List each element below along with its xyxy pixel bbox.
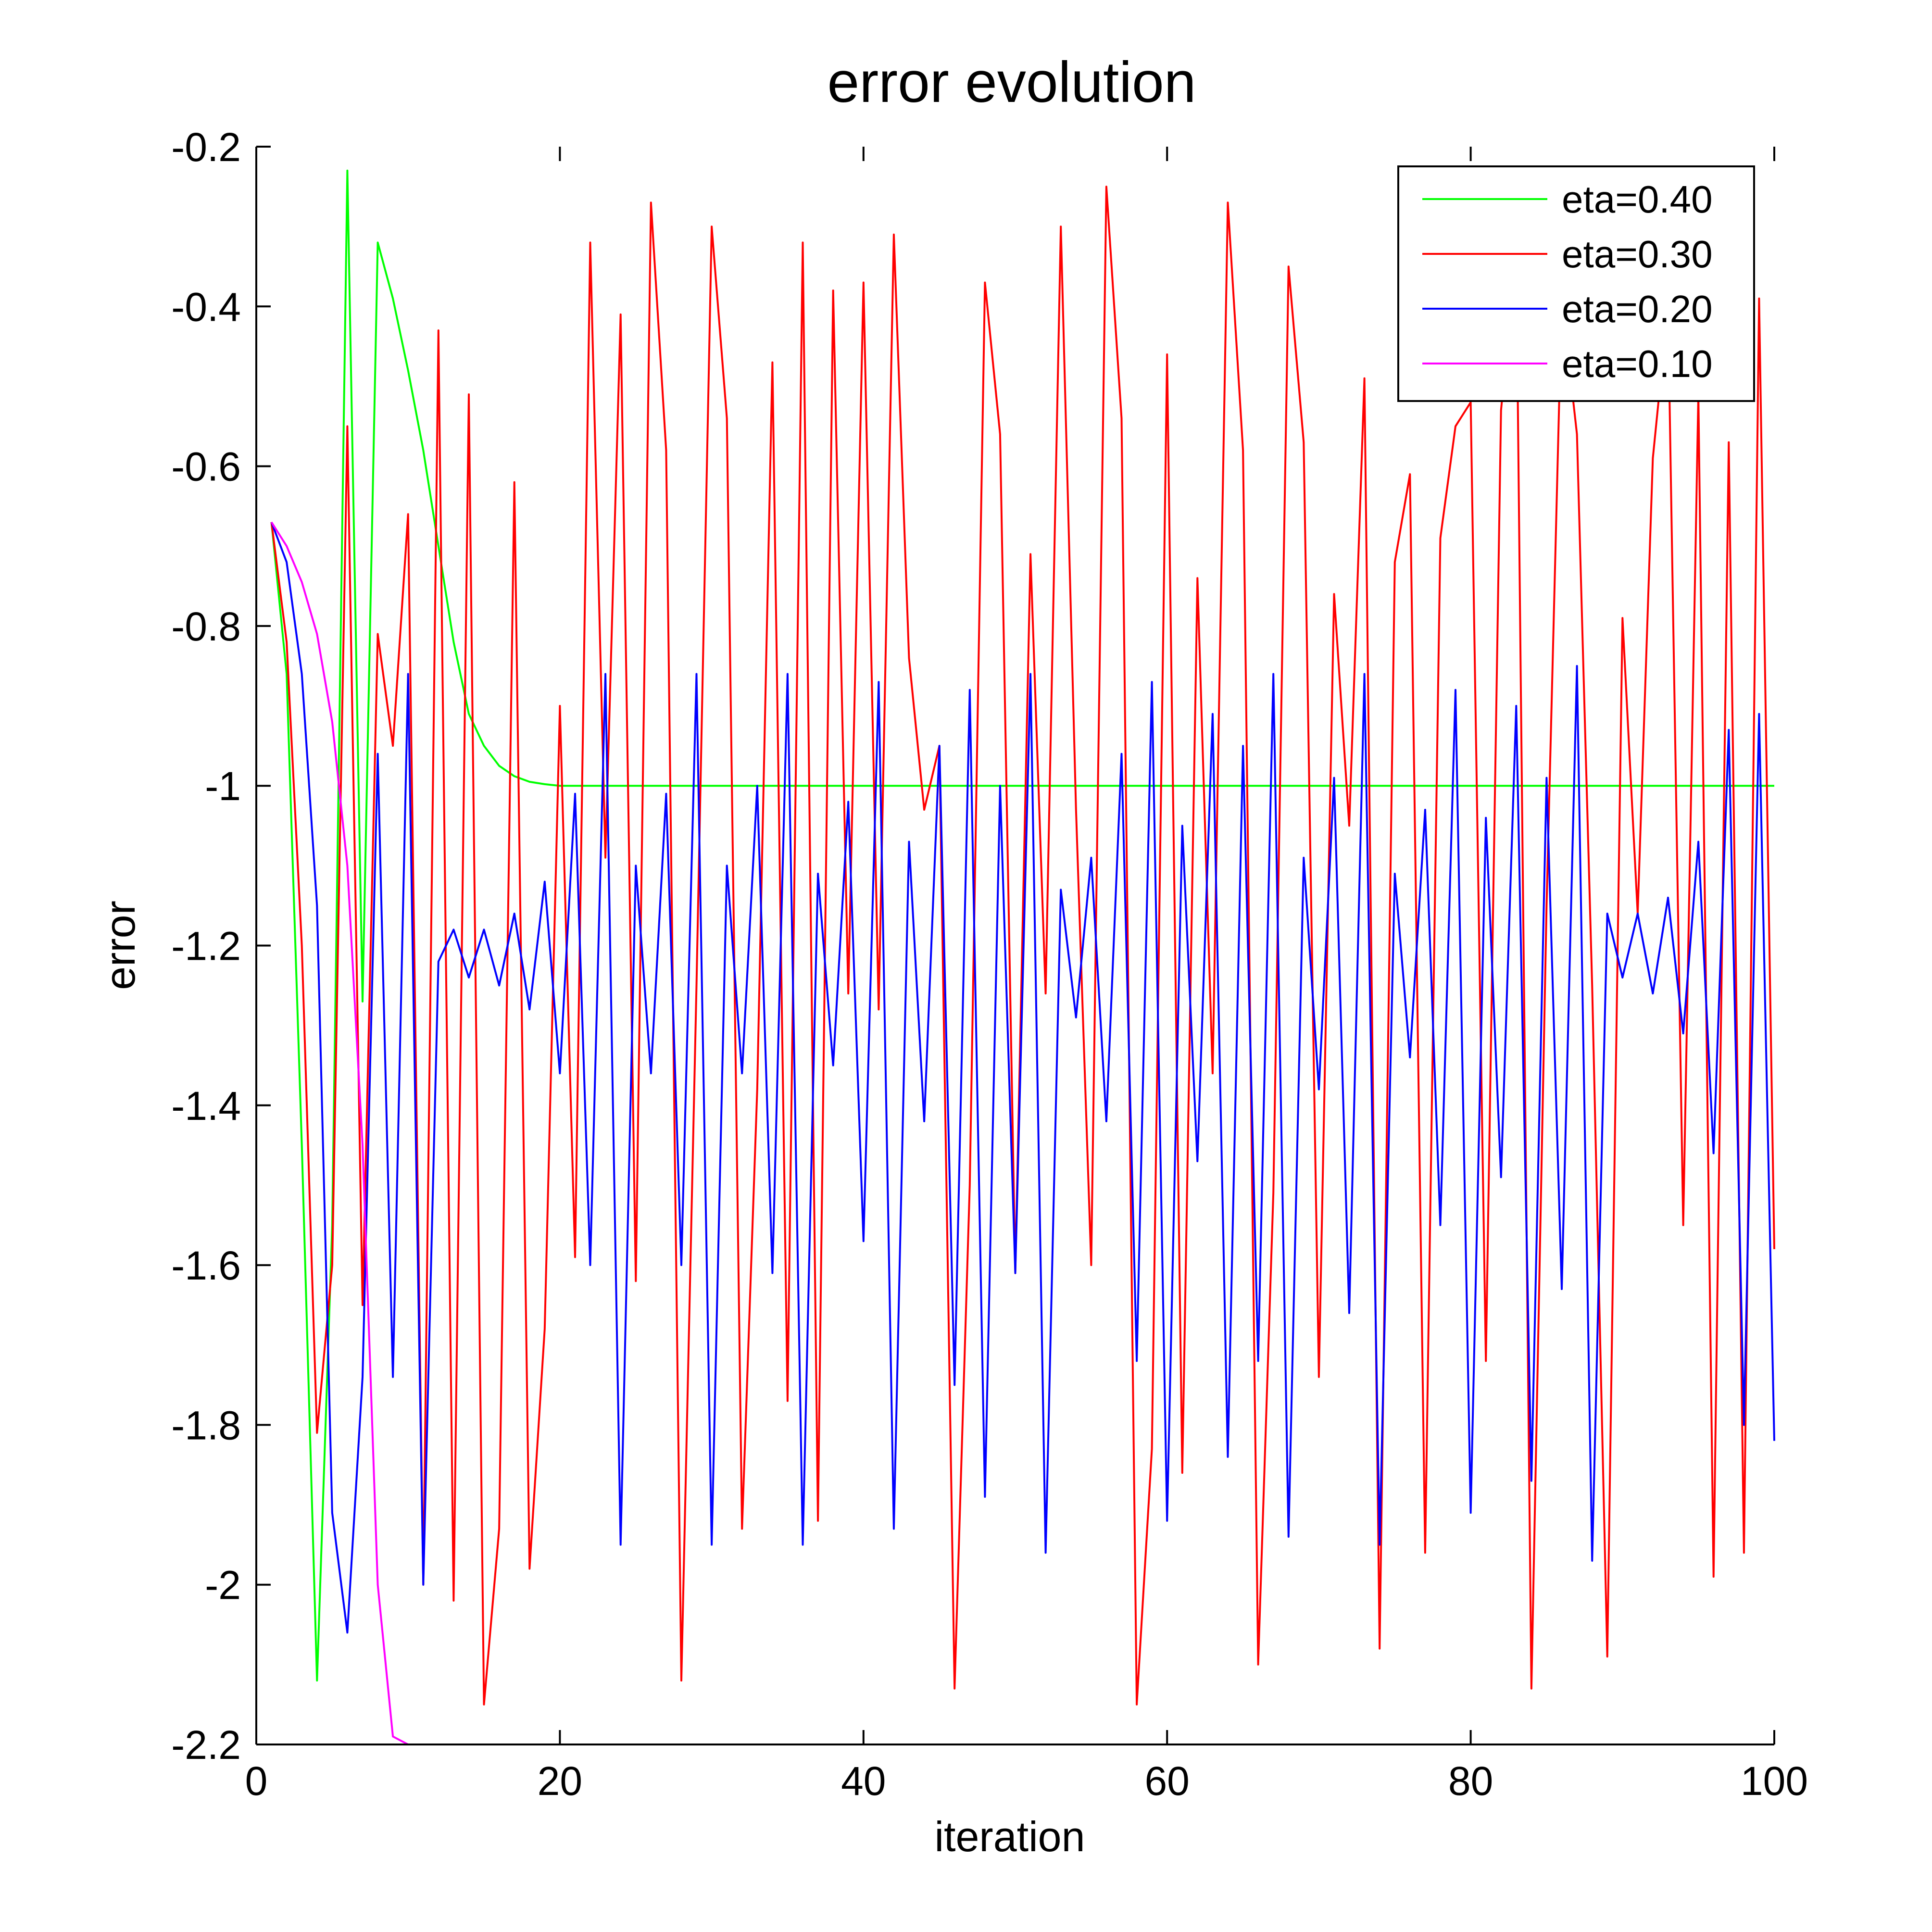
- y-tick-label: -1.2: [171, 924, 241, 969]
- legend: eta=0.40 eta=0.30 eta=0.20 eta=0.10: [1397, 165, 1755, 402]
- y-tick-label: -1.6: [171, 1243, 241, 1288]
- legend-label-1: eta=0.40: [1562, 178, 1713, 221]
- y-tick-label: -2: [205, 1563, 241, 1608]
- x-tick-label: 60: [1144, 1758, 1189, 1804]
- x-axis-label: iteration: [934, 1813, 1085, 1860]
- legend-label-2: eta=0.30: [1562, 233, 1713, 276]
- y-tick-label: -0.6: [171, 444, 241, 489]
- y-tick-label: -2.2: [171, 1722, 241, 1768]
- y-tick-label: -1: [205, 764, 241, 809]
- legend-items: eta=0.40 eta=0.30 eta=0.20 eta=0.10: [1422, 178, 1713, 385]
- legend-label-4: eta=0.10: [1562, 342, 1713, 385]
- series-line-1: [270, 169, 1774, 1682]
- x-tick-label: 40: [841, 1758, 886, 1804]
- y-tick-label: -0.8: [171, 604, 241, 649]
- y-tick-label: -0.4: [171, 284, 241, 329]
- y-axis-ticks: -0.2 -0.4 -0.6 -0.8 -1 -1.2 -1.4 -1.6 -1.8 -2 -2.2: [171, 125, 271, 1768]
- x-tick-label: 100: [1741, 1758, 1808, 1804]
- y-tick-label: -1.8: [171, 1403, 241, 1448]
- legend-label-3: eta=0.20: [1562, 288, 1713, 330]
- series-line-3: [270, 522, 1775, 1634]
- x-tick-label: 80: [1448, 1758, 1493, 1804]
- series-line-2: [270, 186, 1775, 1706]
- x-axis-ticks: 0 20 40 60 80 100: [245, 147, 1808, 1804]
- y-tick-label: -0.2: [171, 125, 241, 170]
- y-axis-label: error: [96, 901, 144, 990]
- y-tick-label: -1.4: [171, 1083, 241, 1129]
- legend-box: [1397, 165, 1755, 402]
- plot-area: 0 20 40 60 80 100 -0.2-0.4-0.6-0.8-1-1.2-1.4-…: [171, 125, 1808, 1804]
- x-tick-label: 20: [538, 1758, 582, 1804]
- chart-title: error evolution: [827, 50, 1196, 114]
- x-tick-label: 0: [245, 1758, 268, 1804]
